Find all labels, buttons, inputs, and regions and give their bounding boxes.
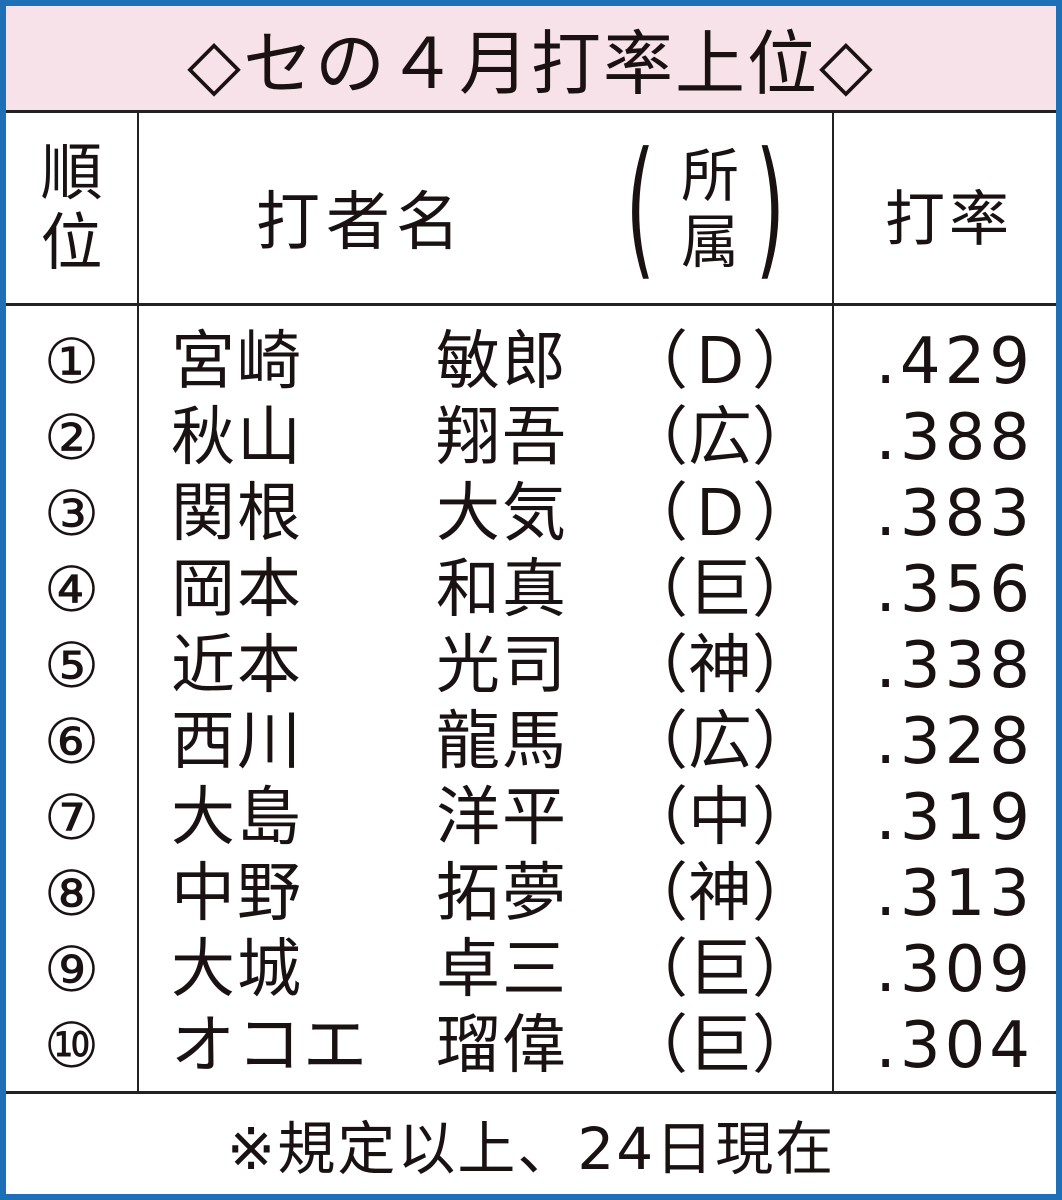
header-name: 打者名 (256, 186, 466, 260)
team-cell: （神） (624, 629, 816, 703)
avg-cell: .383 (875, 477, 1034, 551)
column-divider (832, 113, 834, 1091)
table-row: ⑩ オコエ 瑠偉 （巨） .304 (6, 1008, 1056, 1084)
rank-cell: ④ (43, 553, 100, 626)
team-cell: （広） (624, 705, 816, 779)
header-rank-char: 位 (40, 206, 103, 279)
table-title: ◇セの４月打率上位◇ (6, 6, 1056, 113)
surname-cell: 中野 (171, 857, 303, 931)
avg-cell: .388 (875, 401, 1034, 475)
surname-cell: 関根 (171, 477, 303, 551)
given-name-cell: 拓夢 (436, 857, 568, 931)
rank-cell: ① (43, 325, 100, 398)
rank-cell: ⑦ (43, 781, 100, 854)
avg-cell: .319 (875, 781, 1034, 855)
given-name-cell: 和真 (436, 553, 568, 627)
close-paren: ) (755, 121, 785, 295)
given-name-cell: 敏郎 (436, 325, 568, 399)
given-name-cell: 大気 (436, 477, 568, 551)
surname-cell: 西川 (171, 705, 303, 779)
table-row: ③ 関根 大気 （Ｄ） .383 (6, 476, 1056, 552)
surname-cell: 岡本 (171, 553, 303, 627)
table-row: ④ 岡本 和真 （巨） .356 (6, 552, 1056, 628)
table-footnote: ※規定以上、24日現在 (6, 1091, 1056, 1194)
table-row: ⑦ 大島 洋平 （中） .319 (6, 780, 1056, 856)
avg-cell: .328 (875, 705, 1034, 779)
rank-cell: ⑧ (43, 857, 100, 930)
header-avg: 打率 (885, 185, 1013, 255)
team-cell: （巨） (624, 933, 816, 1007)
surname-cell: 大城 (171, 933, 303, 1007)
avg-cell: .304 (875, 1009, 1034, 1083)
team-cell: （Ｄ） (624, 477, 816, 551)
table-row: ⑥ 西川 龍馬 （広） .328 (6, 704, 1056, 780)
team-cell: （広） (624, 401, 816, 475)
rank-cell: ⑤ (43, 629, 100, 702)
team-cell: （巨） (624, 553, 816, 627)
given-name-cell: 洋平 (436, 781, 568, 855)
table-row: ⑧ 中野 拓夢 （神） .313 (6, 856, 1056, 932)
surname-cell: 近本 (171, 629, 303, 703)
rank-cell: ⑥ (43, 705, 100, 778)
team-cell: （Ｄ） (624, 325, 816, 399)
header-team: ( 所 属 ) (621, 133, 811, 283)
table-row: ⑤ 近本 光司 （神） .338 (6, 628, 1056, 704)
table-header: 順 位 打者名 ( 所 属 ) 打率 (6, 113, 1056, 306)
avg-cell: .429 (875, 325, 1034, 399)
avg-cell: .309 (875, 933, 1034, 1007)
rank-cell: ⑩ (43, 1009, 100, 1082)
table-row: ② 秋山 翔吾 （広） .388 (6, 400, 1056, 476)
header-team-char: 所 (681, 142, 740, 210)
rank-cell: ② (43, 401, 100, 474)
surname-cell: 大島 (171, 781, 303, 855)
team-cell: （中） (624, 781, 816, 855)
avg-cell: .338 (875, 629, 1034, 703)
team-cell: （神） (624, 857, 816, 931)
header-rank: 順 位 (6, 113, 137, 303)
surname-cell: オコエ (171, 1009, 369, 1083)
surname-cell: 秋山 (171, 401, 303, 475)
table-row: ⑨ 大城 卓三 （巨） .309 (6, 932, 1056, 1008)
table-body: ① 宮崎 敏郎 （Ｄ） .429 ② 秋山 翔吾 （広） .388 ③ 関根 大気 （Ｄ） .383 ④ 岡本 和… (6, 324, 1056, 1084)
given-name-cell: 瑠偉 (436, 1009, 568, 1083)
team-cell: （巨） (624, 1009, 816, 1083)
given-name-cell: 卓三 (436, 933, 568, 1007)
given-name-cell: 龍馬 (436, 705, 568, 779)
rank-cell: ③ (43, 477, 100, 550)
given-name-cell: 光司 (436, 629, 568, 703)
surname-cell: 宮崎 (171, 325, 303, 399)
avg-cell: .356 (875, 553, 1034, 627)
table-row: ① 宮崎 敏郎 （Ｄ） .429 (6, 324, 1056, 400)
header-team-char: 属 (681, 208, 740, 276)
avg-cell: .313 (875, 857, 1034, 931)
open-paren: ( (625, 121, 655, 295)
header-rank-char: 順 (40, 136, 103, 209)
rank-cell: ⑨ (43, 933, 100, 1006)
given-name-cell: 翔吾 (436, 401, 568, 475)
column-divider (137, 113, 139, 1091)
